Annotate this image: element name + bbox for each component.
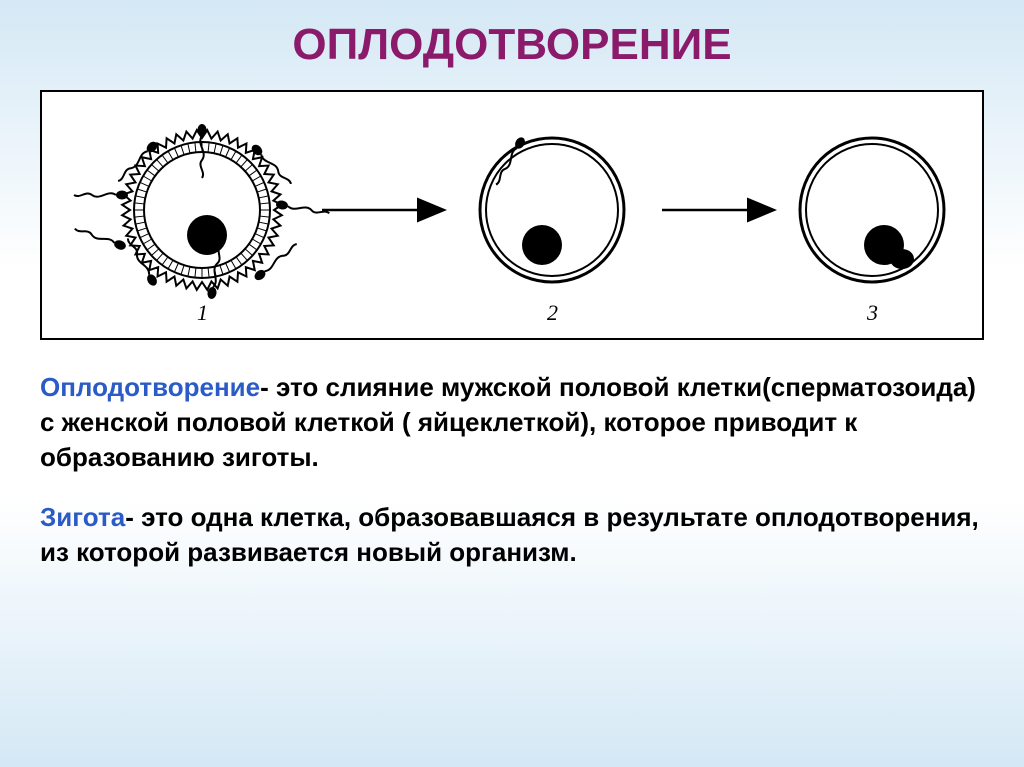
body-zygote: - это одна клетка, образовавшаяся в резу… [40, 502, 979, 567]
term-fertilization: Оплодотворение [40, 372, 260, 402]
svg-text:1: 1 [197, 300, 208, 325]
paragraph-zygote: Зигота- это одна клетка, образовавшаяся … [40, 500, 984, 570]
page-title: ОПЛОДОТВОРЕНИЕ [40, 20, 984, 70]
slide: ОПЛОДОТВОРЕНИЕ 1 2 3 Оплодотворение- это с… [0, 0, 1024, 767]
fertilization-diagram: 1 2 3 [40, 90, 984, 340]
diagram-svg: 1 2 3 [42, 92, 982, 338]
svg-text:3: 3 [866, 300, 878, 325]
title-text: ОПЛОДОТВОРЕНИЕ [292, 20, 731, 69]
term-zygote: Зигота [40, 502, 125, 532]
svg-text:2: 2 [547, 300, 558, 325]
paragraph-fertilization: Оплодотворение- это слияние мужской поло… [40, 370, 984, 475]
